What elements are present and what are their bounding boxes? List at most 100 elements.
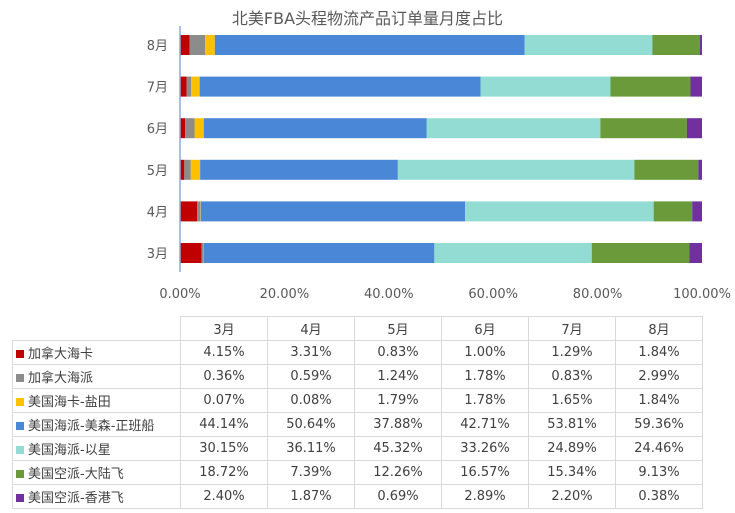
- bar-segment-8-5: [652, 35, 701, 55]
- legend-swatch: [16, 398, 24, 406]
- table-cell: 1.79%: [354, 388, 442, 413]
- bar-segment-8-3: [214, 35, 525, 55]
- legend-label: 加拿大海派: [28, 371, 94, 386]
- bar-segment-7-3: [199, 76, 481, 97]
- table-row: 美国海派-美森-正班船 44.14% 50.64% 37.88% 42.71% 53.81…: [12, 412, 703, 437]
- legend-entry: 美国海派-以星: [12, 436, 181, 461]
- legend-entry: 美国空派-香港飞: [12, 484, 181, 509]
- table-cell: 30.15%: [180, 436, 268, 461]
- legend-entry: 美国海卡-盐田: [12, 388, 181, 413]
- bar-segment-4-6: [692, 201, 702, 222]
- table-cell: 4.15%: [180, 340, 268, 365]
- table-cell: 0.08%: [267, 388, 355, 413]
- bar-segment-7-2: [191, 76, 200, 97]
- bar-segment-4-4: [465, 201, 654, 222]
- bar-segment-3-6: [689, 243, 702, 263]
- legend-swatch: [16, 470, 24, 478]
- table-cell: 2.40%: [180, 484, 268, 509]
- legend-label: 美国海卡-盐田: [28, 395, 111, 410]
- table-header-row: 3月 4月 5月 6月 7月 8月: [12, 316, 703, 341]
- bar-segment-3-5: [591, 243, 690, 263]
- bar-segment-6-2: [194, 118, 204, 139]
- legend-label: 美国空派-香港飞: [28, 491, 124, 506]
- data-table: 3月 4月 5月 6月 7月 8月 加拿大海卡 4.15% 3.31% 0.83% 1.00% 1.…: [12, 316, 703, 509]
- table-cell: 0.69%: [354, 484, 442, 509]
- x-tick-label: 20.00%: [260, 287, 310, 302]
- bar-segment-4-3: [200, 201, 466, 222]
- table-corner: [12, 316, 181, 341]
- legend-entry: 加拿大海派: [12, 364, 181, 389]
- bar-segment-7-5: [610, 76, 691, 97]
- legend-swatch: [16, 350, 24, 358]
- bar-segment-3-3: [203, 243, 435, 263]
- bar-segment-6-4: [426, 118, 601, 139]
- table-cell: 1.29%: [528, 340, 616, 365]
- x-tick-label: 60.00%: [468, 287, 518, 302]
- table-row: 美国空派-大陆飞 18.72% 7.39% 12.26% 16.57% 15.34% 9.1…: [12, 460, 703, 485]
- x-tick-label: 0.00%: [159, 287, 200, 302]
- y-tick-label: 8月: [147, 39, 168, 54]
- table-cell: 1.78%: [441, 388, 529, 413]
- table-cell: 2.20%: [528, 484, 616, 509]
- bar-segment-8-2: [205, 35, 215, 55]
- legend-entry: 美国空派-大陆飞: [12, 460, 181, 485]
- bar-segment-7-0: [180, 76, 187, 97]
- y-axis-labels: 3月 4月 5月 6月 7月 8月: [147, 39, 168, 262]
- table-cell: 18.72%: [180, 460, 268, 485]
- x-tick-label: 80.00%: [573, 287, 623, 302]
- chart-title: 北美FBA头程物流产品订单量月度占比: [231, 9, 504, 28]
- table-cell: 1.00%: [441, 340, 529, 365]
- bar-segment-3-0: [180, 243, 202, 263]
- bar-segment-7-6: [690, 76, 702, 97]
- stacked-bar-chart: 3月 4月 5月 6月 7月 8月 0.00% 20.00% 40.00% 60.00% 80.0…: [147, 26, 731, 302]
- table-cell: 0.38%: [615, 484, 703, 509]
- table-cell: 45.32%: [354, 436, 442, 461]
- bar-segment-6-1: [185, 118, 195, 139]
- table-row: 加拿大海派 0.36% 0.59% 1.24% 1.78% 0.83% 2.99%: [12, 364, 703, 389]
- table-cell: 0.83%: [528, 364, 616, 389]
- table-cell: 24.46%: [615, 436, 703, 461]
- table-cell: 16.57%: [441, 460, 529, 485]
- table-cell: 0.59%: [267, 364, 355, 389]
- table-header-cell: 3月: [180, 316, 268, 341]
- bar-segment-7-1: [186, 76, 192, 97]
- table-cell: 9.13%: [615, 460, 703, 485]
- bar-segment-8-6: [700, 35, 702, 55]
- table-cell: 0.83%: [354, 340, 442, 365]
- table-cell: 37.88%: [354, 412, 442, 437]
- table-cell: 0.36%: [180, 364, 268, 389]
- bar-segment-5-1: [184, 159, 191, 180]
- y-tick-label: 4月: [147, 205, 168, 220]
- x-tick-label: 40.00%: [364, 287, 414, 302]
- bar-segment-6-0: [180, 118, 186, 139]
- table-cell: 42.71%: [441, 412, 529, 437]
- legend-swatch: [16, 494, 24, 502]
- table-cell: 53.81%: [528, 412, 616, 437]
- bar-segment-5-3: [200, 159, 398, 180]
- table-cell: 44.14%: [180, 412, 268, 437]
- bar-segment-4-0: [180, 201, 198, 222]
- legend-entry: 加拿大海卡: [12, 340, 181, 365]
- table-row: 美国海卡-盐田 0.07% 0.08% 1.79% 1.78% 1.65% 1.84%: [12, 388, 703, 413]
- table-cell: 7.39%: [267, 460, 355, 485]
- table-cell: 50.64%: [267, 412, 355, 437]
- bar-segment-3-4: [434, 243, 592, 263]
- bar-segment-8-0: [180, 35, 190, 55]
- bar-segment-4-1: [197, 201, 201, 222]
- table-cell: 2.99%: [615, 364, 703, 389]
- x-axis-tick-labels: 0.00% 20.00% 40.00% 60.00% 80.00% 100.00%: [159, 287, 731, 302]
- legend-label: 美国空派-大陆飞: [28, 467, 124, 482]
- table-cell: 33.26%: [441, 436, 529, 461]
- legend-label: 加拿大海卡: [28, 347, 94, 362]
- y-tick-label: 3月: [147, 247, 168, 262]
- x-tick-label: 100.00%: [673, 287, 731, 302]
- table-header-cell: 5月: [354, 316, 442, 341]
- bar-segment-4-5: [653, 201, 693, 222]
- table-row: 美国空派-香港飞 2.40% 1.87% 0.69% 2.89% 2.20% 0.38%: [12, 484, 703, 509]
- bar-segment-3-1: [201, 243, 204, 263]
- table-cell: 24.89%: [528, 436, 616, 461]
- bar-segment-8-1: [189, 35, 206, 55]
- bar-segment-6-6: [686, 118, 702, 139]
- table-cell: 1.78%: [441, 364, 529, 389]
- legend-swatch: [16, 446, 24, 454]
